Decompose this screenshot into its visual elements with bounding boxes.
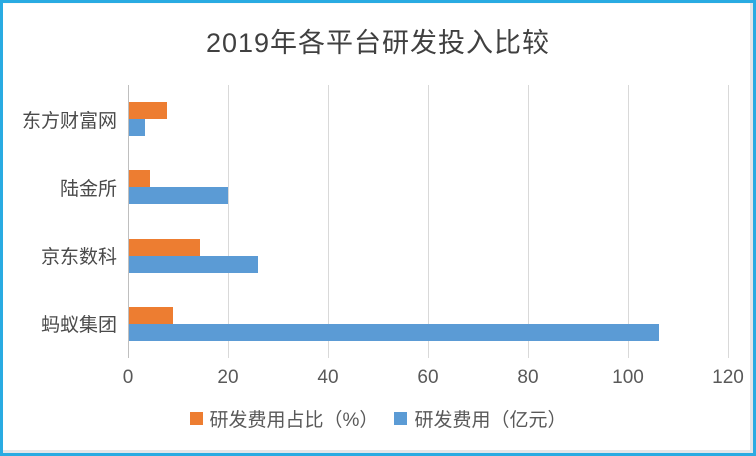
category-label: 陆金所 bbox=[59, 178, 117, 200]
bar-amount bbox=[129, 255, 258, 273]
bar-amount bbox=[129, 187, 228, 205]
legend-swatch-icon bbox=[394, 412, 408, 425]
tick-label: 60 bbox=[417, 367, 439, 388]
legend-swatch-icon bbox=[189, 412, 203, 425]
category-label: 东方财富网 bbox=[21, 110, 117, 132]
category-label: 京东数科 bbox=[40, 247, 117, 269]
y-axis-line bbox=[128, 85, 129, 358]
bar-ratio bbox=[129, 306, 173, 324]
tick-label: 40 bbox=[317, 367, 339, 388]
tick-label: 80 bbox=[517, 367, 539, 388]
bar-amount bbox=[129, 119, 145, 137]
legend-label: 研发费用（亿元） bbox=[414, 410, 567, 431]
legend-label: 研发费用占比（%） bbox=[209, 410, 379, 431]
legend: 研发费用占比（%） 研发费用（亿元） bbox=[3, 405, 753, 432]
tick-label: 20 bbox=[217, 367, 239, 388]
chart-title: 2019年各平台研发投入比较 bbox=[205, 28, 551, 58]
category-axis: 东方财富网陆金所京东数科蚂蚁集团 bbox=[3, 85, 121, 358]
bar-ratio bbox=[129, 170, 150, 188]
plot-area bbox=[128, 85, 729, 358]
bar-amount bbox=[129, 323, 659, 341]
tick-label: 120 bbox=[712, 367, 744, 388]
legend-item: 研发费用（亿元） bbox=[394, 405, 566, 432]
tick-label: 0 bbox=[122, 367, 134, 388]
grid-line bbox=[628, 85, 629, 358]
grid-line bbox=[728, 85, 729, 358]
x-axis: 0 20 40 60 80 100 120 bbox=[123, 367, 744, 393]
grid-line bbox=[528, 85, 529, 358]
bar-ratio bbox=[129, 102, 167, 120]
tick-label: 100 bbox=[612, 367, 644, 388]
bar-ratio bbox=[129, 238, 200, 256]
category-label: 蚂蚁集团 bbox=[40, 315, 117, 337]
grid-line bbox=[328, 85, 329, 358]
legend-item: 研发费用占比（%） bbox=[189, 405, 379, 432]
grid-line bbox=[228, 85, 229, 358]
grid-line bbox=[428, 85, 429, 358]
